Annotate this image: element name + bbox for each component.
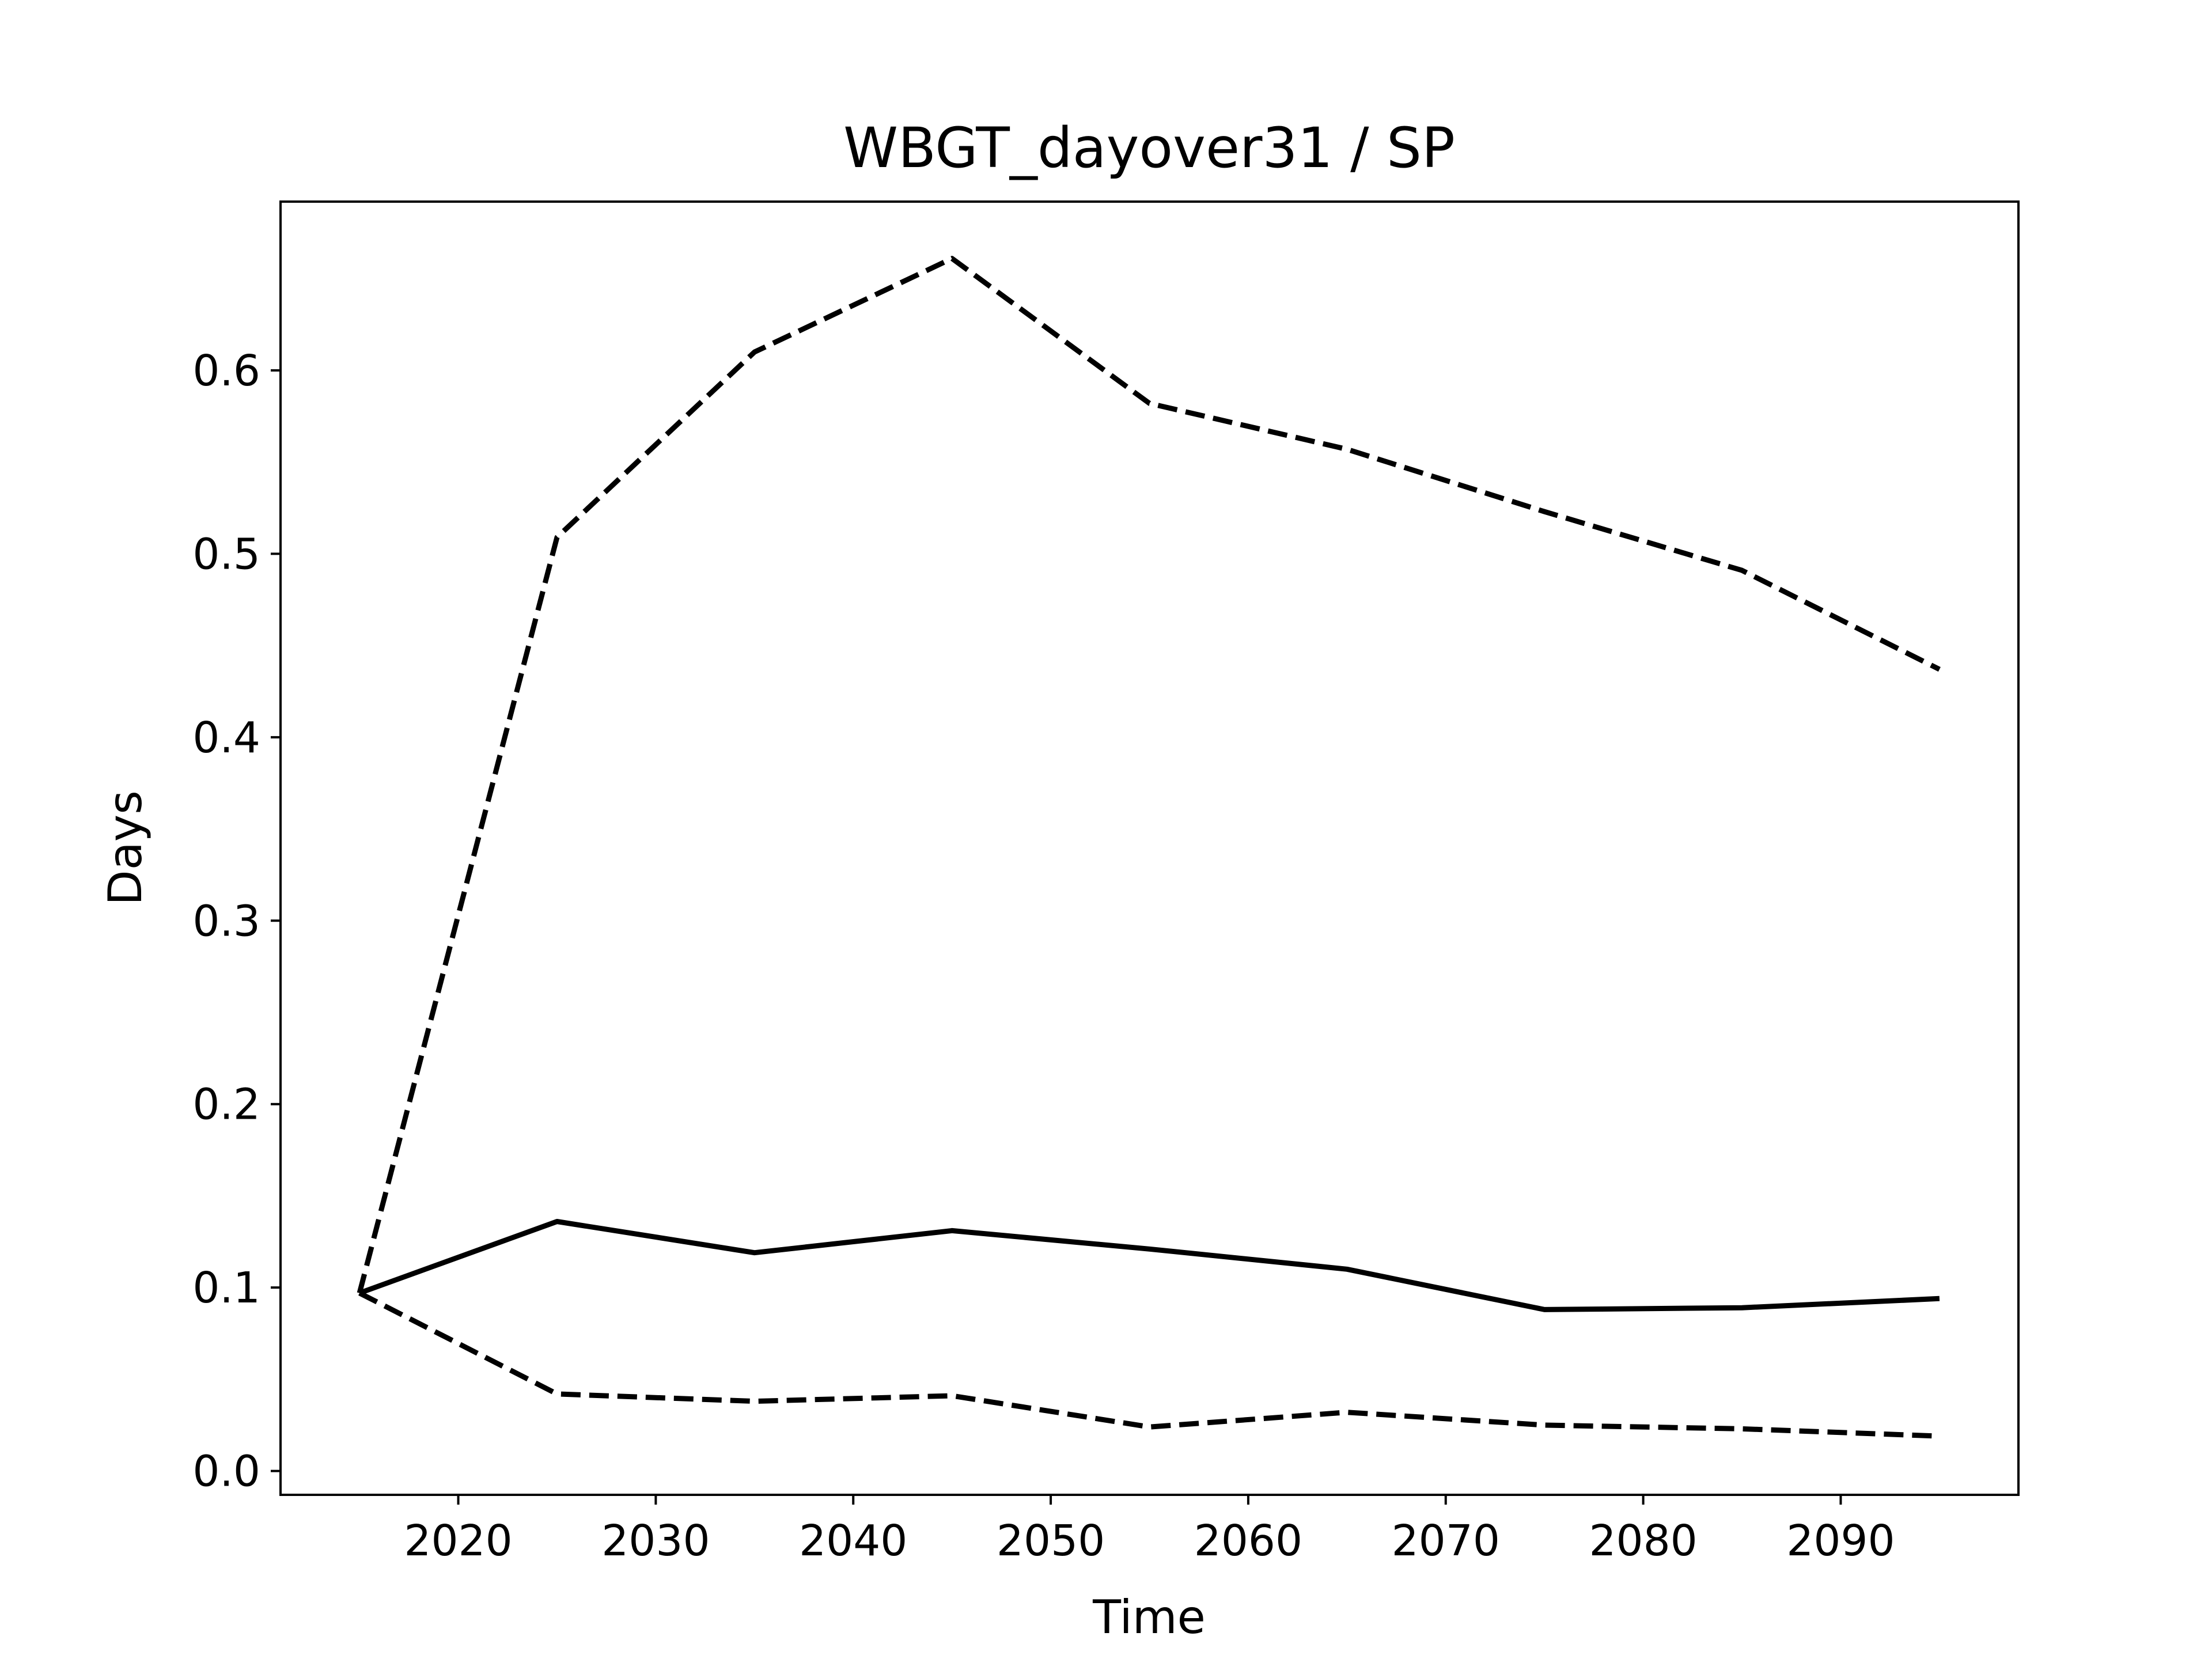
- x-tick-label: 2030: [601, 1516, 710, 1566]
- x-tick-label: 2040: [799, 1516, 907, 1566]
- y-tick-label: 0.4: [192, 713, 260, 763]
- y-axis-label: Days: [99, 790, 152, 906]
- x-tick-label: 2060: [1194, 1516, 1302, 1566]
- y-axis-ticks: 0.0 0.1 0.2 0.3 0.4 0.5 0.6: [192, 346, 281, 1497]
- y-tick-label: 0.3: [192, 896, 260, 946]
- chart-title: WBGT_dayover31 / SP: [843, 116, 1455, 180]
- y-tick-label: 0.1: [192, 1263, 260, 1313]
- x-tick-label: 2090: [1786, 1516, 1895, 1566]
- y-tick-label: 0.6: [192, 346, 260, 396]
- x-axis-ticks: 2020 2030 2040 2050 2060 2070 2080 2090: [404, 1495, 1895, 1566]
- x-tick-label: 2020: [404, 1516, 512, 1566]
- x-axis-label: Time: [1092, 1590, 1206, 1644]
- series-line-2: [358, 1219, 1940, 1312]
- y-tick-label: 0.0: [192, 1447, 260, 1497]
- x-tick-label: 2080: [1589, 1516, 1697, 1566]
- y-tick-label: 0.5: [192, 529, 260, 579]
- series-layer: [357, 256, 1941, 1439]
- x-tick-label: 2070: [1392, 1516, 1500, 1566]
- plot-frame: [279, 200, 2020, 1496]
- y-tick-label: 0.2: [192, 1080, 260, 1130]
- series-line-3: [358, 1290, 1940, 1439]
- x-tick-label: 2050: [997, 1516, 1105, 1566]
- series-line-1: [357, 256, 1941, 1294]
